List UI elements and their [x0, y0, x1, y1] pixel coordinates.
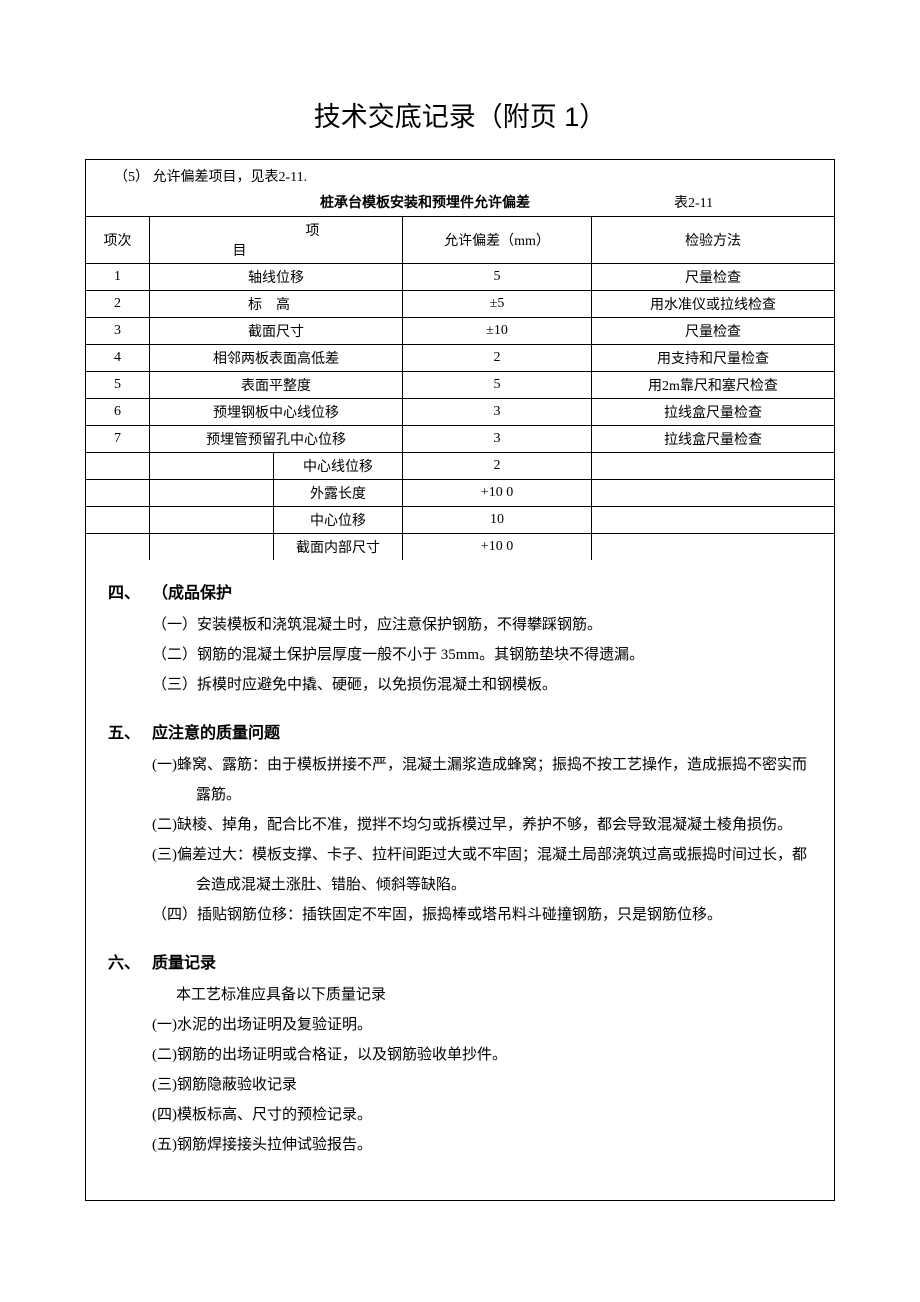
table-row: 4 相邻两板表面高低差 2 用支持和尺量检查	[86, 345, 834, 372]
section-4: 四、（成品保护 （一）安装模板和浇筑混凝土时，应注意保护钢筋，不得攀踩钢筋。 （…	[86, 578, 834, 700]
section-6-item: (一)水泥的出场证明及复验证明。	[108, 1010, 812, 1040]
cell-item-right: 外露长度	[274, 480, 403, 507]
th-item: 项目	[150, 217, 403, 264]
section-5-num: 五、	[108, 718, 152, 750]
section-4-num: 四、	[108, 578, 152, 610]
th-index: 项次	[86, 217, 150, 264]
cell-item-left-empty	[150, 480, 274, 507]
section-5: 五、应注意的质量问题 (一)蜂窝、露筋：由于模板拼接不严，混凝土漏浆造成蜂窝；振…	[86, 718, 834, 930]
table-row: 中心线位移 2	[86, 453, 834, 480]
cell-item: 标高	[150, 291, 403, 318]
cell-dev: 3	[403, 399, 592, 426]
section-5-item: (二)缺棱、掉角，配合比不准，搅拌不均匀或拆模过早，养护不够，都会导致混凝凝土棱…	[108, 810, 812, 840]
table-title: 桩承台模板安装和预埋件允许偏差	[86, 192, 674, 212]
table-title-row: 桩承台模板安装和预埋件允许偏差 表2-11	[86, 190, 834, 216]
section-5-title: 应注意的质量问题	[152, 725, 280, 742]
cell-idx: 5	[86, 372, 150, 399]
cell-idx: 1	[86, 264, 150, 291]
section-6-title: 质量记录	[152, 955, 216, 972]
section-6-num: 六、	[108, 948, 152, 980]
cell-dev: +10 0	[403, 480, 592, 507]
cell-method: 尺量检查	[592, 264, 835, 291]
th-item-right: 目	[202, 240, 349, 260]
cell-item-right: 中心位移	[274, 507, 403, 534]
cell-method: 拉线盒尺量检查	[592, 426, 835, 453]
cell-idx: 7	[86, 426, 150, 453]
table-header-row: 项次 项目 允许偏差（mm） 检验方法	[86, 217, 834, 264]
cell-item-left-empty	[150, 453, 274, 480]
cell-method: 用2m靠尺和塞尺检查	[592, 372, 835, 399]
cell-idx-empty	[86, 534, 150, 561]
table-row: 3 截面尺寸 ±10 尺量检查	[86, 318, 834, 345]
table-row: 5 表面平整度 5 用2m靠尺和塞尺检查	[86, 372, 834, 399]
cell-item-left-empty	[150, 507, 274, 534]
page: 技术交底记录（附页 1） （5） 允许偏差项目，见表2-11. 桩承台模板安装和…	[0, 0, 920, 1261]
cell-dev: 2	[403, 345, 592, 372]
section-6: 六、质量记录 本工艺标准应具备以下质量记录 (一)水泥的出场证明及复验证明。 (…	[86, 948, 834, 1160]
table-row: 6 预埋钢板中心线位移 3 拉线盒尺量检查	[86, 399, 834, 426]
cell-idx: 2	[86, 291, 150, 318]
cell-method-empty	[592, 480, 835, 507]
intro-line: （5） 允许偏差项目，见表2-11.	[86, 160, 834, 190]
th-method: 检验方法	[592, 217, 835, 264]
cell-idx: 4	[86, 345, 150, 372]
cell-item: 表面平整度	[150, 372, 403, 399]
table-row: 1 轴线位移 5 尺量检查	[86, 264, 834, 291]
cell-dev: ±10	[403, 318, 592, 345]
section-4-item: （二）钢筋的混凝土保护层厚度一般不小于 35mm。其钢筋垫块不得遗漏。	[108, 640, 812, 670]
cell-method: 用水准仪或拉线检查	[592, 291, 835, 318]
cell-idx: 3	[86, 318, 150, 345]
cell-dev: ±5	[403, 291, 592, 318]
section-6-item: (三)钢筋隐蔽验收记录	[108, 1070, 812, 1100]
table-label: 表2-11	[674, 192, 834, 212]
cell-idx-empty	[86, 480, 150, 507]
content-frame: （5） 允许偏差项目，见表2-11. 桩承台模板安装和预埋件允许偏差 表2-11…	[85, 159, 835, 1201]
table-row: 2 标高 ±5 用水准仪或拉线检查	[86, 291, 834, 318]
cell-dev: 5	[403, 372, 592, 399]
cell-item: 截面尺寸	[150, 318, 403, 345]
section-6-heading: 六、质量记录	[108, 948, 812, 980]
section-5-item: （四）插贴钢筋位移：插铁固定不牢固，振捣棒或塔吊料斗碰撞钢筋，只是钢筋位移。	[108, 900, 812, 930]
table-row: 中心位移 10	[86, 507, 834, 534]
cell-item-left-empty	[150, 534, 274, 561]
section-5-heading: 五、应注意的质量问题	[108, 718, 812, 750]
cell-method: 用支持和尺量检查	[592, 345, 835, 372]
cell-idx-empty	[86, 507, 150, 534]
cell-dev: 2	[403, 453, 592, 480]
table-row: 7 预埋管预留孔中心位移 3 拉线盒尺量检查	[86, 426, 834, 453]
section-5-item: (三)偏差过大：模板支撑、卡子、拉杆间距过大或不牢固；混凝土局部浇筑过高或振捣时…	[108, 840, 812, 900]
cell-method: 拉线盒尺量检查	[592, 399, 835, 426]
cell-dev: 5	[403, 264, 592, 291]
cell-item-right: 截面内部尺寸	[274, 534, 403, 561]
document-title: 技术交底记录（附页 1）	[85, 95, 835, 134]
section-4-item: （三）拆模时应避免中撬、硬砸，以免损伤混凝土和钢模板。	[108, 670, 812, 700]
cell-method: 尺量检查	[592, 318, 835, 345]
table-row: 外露长度 +10 0	[86, 480, 834, 507]
section-4-item: （一）安装模板和浇筑混凝土时，应注意保护钢筋，不得攀踩钢筋。	[108, 610, 812, 640]
th-item-left: 项	[202, 220, 349, 240]
cell-item: 预埋管预留孔中心位移	[150, 426, 403, 453]
cell-dev: 10	[403, 507, 592, 534]
table-row: 截面内部尺寸 +10 0	[86, 534, 834, 561]
cell-item: 相邻两板表面高低差	[150, 345, 403, 372]
cell-method-empty	[592, 453, 835, 480]
cell-item: 预埋钢板中心线位移	[150, 399, 403, 426]
cell-dev: +10 0	[403, 534, 592, 561]
section-5-item: (一)蜂窝、露筋：由于模板拼接不严，混凝土漏浆造成蜂窝；振捣不按工艺操作，造成振…	[108, 750, 812, 810]
section-6-item: (四)模板标高、尺寸的预检记录。	[108, 1100, 812, 1130]
th-deviation: 允许偏差（mm）	[403, 217, 592, 264]
cell-item-right: 中心线位移	[274, 453, 403, 480]
section-6-item: (二)钢筋的出场证明或合格证，以及钢筋验收单抄件。	[108, 1040, 812, 1070]
section-6-item: (五)钢筋焊接接头拉伸试验报告。	[108, 1130, 812, 1160]
cell-method-empty	[592, 534, 835, 561]
section-4-title: （成品保护	[152, 585, 232, 602]
cell-idx: 6	[86, 399, 150, 426]
cell-dev: 3	[403, 426, 592, 453]
deviation-table: 项次 项目 允许偏差（mm） 检验方法 1 轴线位移 5 尺量检查 2 标高 ±…	[86, 216, 834, 560]
section-6-intro: 本工艺标准应具备以下质量记录	[108, 980, 812, 1010]
cell-idx-empty	[86, 453, 150, 480]
cell-method-empty	[592, 507, 835, 534]
cell-item: 轴线位移	[150, 264, 403, 291]
section-4-heading: 四、（成品保护	[108, 578, 812, 610]
